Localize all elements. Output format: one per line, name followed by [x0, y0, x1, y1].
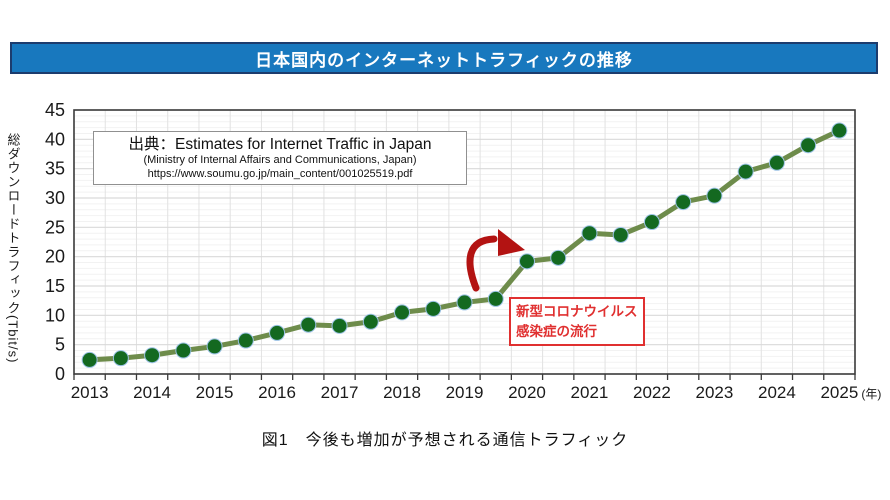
- source-url: https://www.soumu.go.jp/main_content/001…: [147, 167, 413, 180]
- plot-border: [73, 109, 856, 375]
- covid-arrow-head: [498, 229, 525, 256]
- y-tick-label: 15: [45, 276, 65, 296]
- data-point: [675, 194, 692, 211]
- data-point: [768, 154, 785, 171]
- data-point: [175, 342, 192, 359]
- source-line-1: 出典：Estimates for Internet Traffic in Jap…: [128, 135, 432, 153]
- y-tick-label: 35: [45, 159, 65, 179]
- x-tick-label: 2019: [446, 383, 484, 402]
- covid-arrow-curve: [466, 235, 498, 292]
- x-tick-label: 2018: [383, 383, 421, 402]
- source-citation-box: 出典：Estimates for Internet Traffic in Jap…: [93, 131, 467, 185]
- data-point: [144, 347, 161, 364]
- x-tick-label: 2016: [258, 383, 296, 402]
- figure-caption: 図1 今後も増加が予想される通信トラフィック: [261, 432, 629, 449]
- data-point: [831, 122, 848, 139]
- y-axis-title: 総ダウンロードトラフィック(Tbit/s): [5, 132, 21, 364]
- chart-title: 日本国内のインターネットトラフィックの推移: [255, 50, 633, 70]
- data-point: [581, 225, 598, 242]
- data-point: [331, 317, 348, 334]
- x-tick-label: 2024: [758, 383, 796, 402]
- x-tick-label: 2025: [820, 383, 858, 402]
- covid-annotation-box: 新型コロナウイルス 感染症の流行: [509, 297, 645, 347]
- data-point: [425, 300, 442, 317]
- y-tick-label: 20: [45, 247, 65, 267]
- data-point: [300, 316, 317, 333]
- covid-annotation-line-1: 新型コロナウイルス: [516, 304, 638, 319]
- data-point: [362, 313, 379, 330]
- data-point: [706, 187, 723, 204]
- data-point: [737, 163, 754, 180]
- data-point: [394, 304, 411, 321]
- y-tick-label: 30: [45, 188, 65, 208]
- data-point: [206, 338, 223, 355]
- x-tick-label: 2015: [196, 383, 234, 402]
- data-point: [612, 226, 629, 243]
- y-tick-label: 45: [45, 100, 65, 120]
- y-tick-label: 0: [55, 364, 65, 384]
- y-tick-label: 5: [55, 335, 65, 355]
- data-point: [237, 332, 254, 349]
- x-tick-label: 2020: [508, 383, 546, 402]
- title-banner: 日本国内のインターネットトラフィックの推移: [10, 42, 878, 74]
- data-point: [112, 350, 129, 367]
- y-tick-label: 10: [45, 305, 65, 325]
- source-line-2: (Ministry of Internal Affairs and Commun…: [143, 153, 417, 166]
- data-point: [550, 249, 567, 266]
- data-point: [643, 214, 660, 231]
- data-point: [518, 253, 535, 270]
- y-tick-label: 40: [45, 129, 65, 149]
- y-tick-label: 25: [45, 217, 65, 237]
- x-tick-label: 2021: [571, 383, 609, 402]
- x-axis-unit-label: (年): [861, 387, 881, 401]
- data-point: [487, 290, 504, 307]
- data-point: [269, 324, 286, 341]
- x-tick-label: 2023: [696, 383, 734, 402]
- x-tick-label: 2013: [71, 383, 109, 402]
- x-tick-label: 2014: [133, 383, 171, 402]
- x-tick-label: 2017: [321, 383, 359, 402]
- data-point: [81, 351, 98, 368]
- x-tick-label: 2022: [633, 383, 671, 402]
- covid-annotation-line-2: 感染症の流行: [516, 323, 597, 339]
- data-point: [456, 294, 473, 311]
- data-point: [800, 137, 817, 154]
